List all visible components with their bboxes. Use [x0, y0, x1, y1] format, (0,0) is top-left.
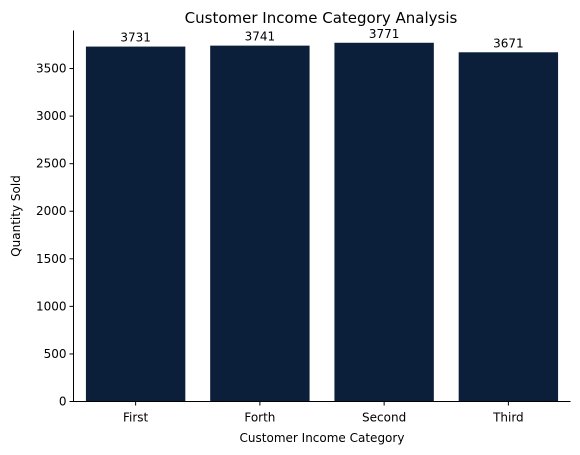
y-tick-label: 3000 [36, 109, 67, 123]
bar-forth [210, 45, 310, 402]
data-label-second: 3771 [369, 27, 400, 41]
y-tick-label: 2500 [36, 157, 67, 171]
bar-third [458, 52, 559, 402]
data-label-first: 3731 [120, 31, 151, 45]
x-tick-label-first: First [123, 411, 149, 425]
y-tick-label: 2000 [36, 204, 67, 218]
y-tick-label: 0 [59, 395, 67, 409]
chart-title: Customer Income Category Analysis [185, 9, 458, 27]
x-axis-label: Customer Income Category [240, 431, 405, 445]
y-tick-label: 1000 [36, 299, 67, 313]
y-axis-label: Quantity Sold [9, 175, 23, 257]
x-tick-label-second: Second [362, 411, 406, 425]
data-label-third: 3671 [493, 36, 524, 50]
bars-group [85, 42, 559, 402]
y-tick-label: 1500 [36, 252, 67, 266]
y-tick-label: 500 [44, 347, 67, 361]
y-axis: 0 500 1000 1500 2000 2500 3000 3500 [36, 62, 74, 409]
data-label-forth: 3741 [245, 30, 276, 44]
x-tick-label-forth: Forth [244, 411, 275, 425]
bar-second [334, 42, 434, 402]
bar-first [85, 46, 186, 402]
y-tick-label: 3500 [36, 62, 67, 76]
x-axis: First Forth Second Third [123, 401, 524, 425]
data-labels-group: 3731 3741 3771 3671 [120, 27, 523, 51]
x-tick-label-third: Third [492, 411, 524, 425]
